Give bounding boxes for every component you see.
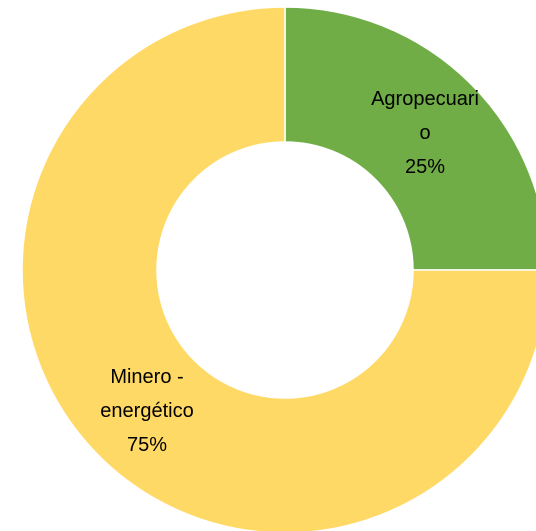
- value-label: 25%: [404, 156, 446, 178]
- category-label: Minero - energético: [100, 366, 194, 422]
- donut-slice: [21, 6, 536, 531]
- category-label: Agropecuario: [371, 88, 479, 144]
- slice-label: Minero - energético 75%: [82, 360, 212, 462]
- slice-label: Agropecuario 25%: [366, 82, 484, 184]
- value-label: 75%: [126, 434, 168, 456]
- donut-slice: [284, 6, 536, 271]
